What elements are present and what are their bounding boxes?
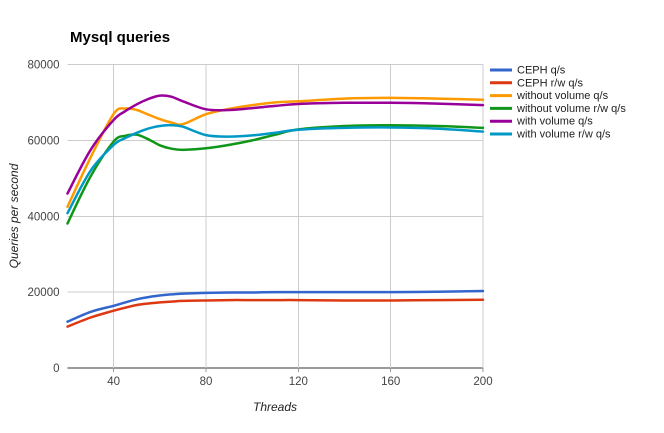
legend-label: with volume r/w q/s — [516, 129, 611, 141]
gridlines — [67, 64, 484, 372]
legend-item-without-volume-q-s: without volume q/s — [490, 90, 609, 102]
series-line-with-volume-q-s — [66, 94, 485, 195]
x-tick-label: 160 — [381, 376, 400, 388]
legend-item-with-volume-q-s: with volume q/s — [490, 116, 593, 128]
series-line-ceph-r-w-q-s — [66, 298, 485, 328]
legend-label: CEPH r/w q/s — [517, 77, 584, 89]
y-axis-title: Queries per second — [7, 163, 21, 268]
y-tick-label: 60000 — [28, 135, 60, 147]
x-tick-label: 80 — [200, 376, 213, 388]
legend-label: with volume q/s — [516, 116, 593, 128]
y-tick-label: 40000 — [28, 211, 60, 223]
x-tick-label: 40 — [107, 376, 120, 388]
legend-label: without volume r/w q/s — [516, 103, 626, 115]
legend-item-ceph-q-s: CEPH q/s — [490, 65, 566, 77]
series-line-without-volume-q-s — [66, 96, 485, 209]
series-line-with-volume-r-w-q-s — [66, 123, 485, 215]
chart-title: Mysql queries — [70, 29, 170, 46]
x-tick-label: 120 — [289, 376, 308, 388]
legend-label: without volume q/s — [516, 90, 609, 102]
y-tick-label: 0 — [53, 363, 59, 375]
legend-label: CEPH q/s — [517, 65, 566, 77]
y-tick-label: 20000 — [28, 287, 60, 299]
series-lines — [66, 94, 485, 328]
axis-tick-labels: 0 20000 40000 60000 80000 40 80 120 160 200 — [28, 60, 493, 389]
x-axis-title: Threads — [253, 400, 297, 414]
series-line-ceph-q-s — [66, 289, 485, 323]
legend-item-ceph-r-w-q-s: CEPH r/w q/s — [490, 77, 584, 89]
legend-item-with-volume-r-w-q-s: with volume r/w q/s — [490, 129, 611, 141]
x-tick-label: 200 — [473, 376, 492, 388]
y-tick-label: 80000 — [28, 60, 60, 72]
legend-item-without-volume-r-w-q-s: without volume r/w q/s — [490, 103, 626, 115]
series-line-without-volume-r-w-q-s — [66, 123, 485, 225]
